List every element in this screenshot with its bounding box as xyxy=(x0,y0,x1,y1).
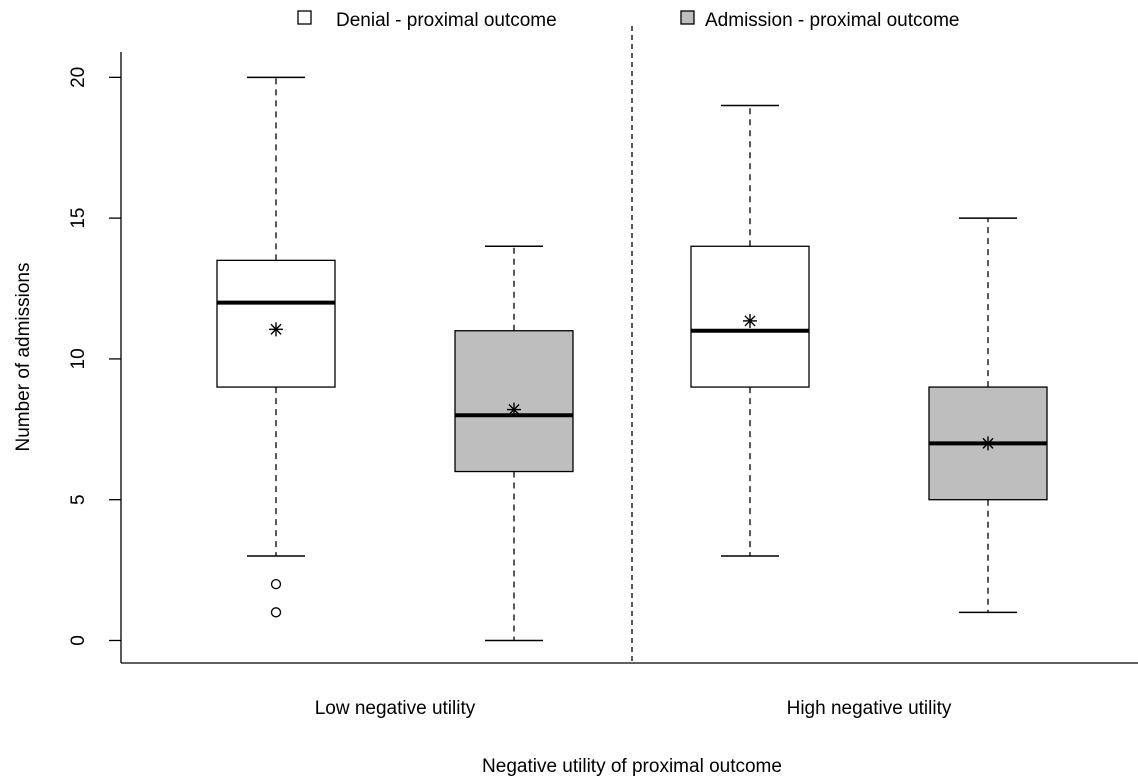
iqr-box xyxy=(454,330,574,473)
outlier-point xyxy=(270,579,282,590)
legend: Denial - proximal outcome Admission - pr… xyxy=(297,10,959,31)
y-ticks: 0 5 10 15 20 xyxy=(68,67,121,646)
legend-swatch-admission xyxy=(680,10,695,25)
box-4 xyxy=(928,217,1048,614)
outlier-point xyxy=(270,607,282,618)
legend-swatch-denial xyxy=(297,10,312,25)
y-tick-label-15: 15 xyxy=(68,208,89,229)
box-2 xyxy=(454,245,574,642)
boxes xyxy=(216,76,1048,642)
y-tick-label-20: 20 xyxy=(68,67,89,88)
y-tick-label-10: 10 xyxy=(68,348,89,369)
mean-marker xyxy=(269,322,283,337)
legend-label-admission: Admission - proximal outcome xyxy=(705,10,959,31)
y-tick-label-0: 0 xyxy=(68,635,89,646)
x-axis-title: Negative utility of proximal outcome xyxy=(482,756,782,777)
box-1 xyxy=(216,76,336,618)
mean-marker xyxy=(743,313,757,328)
group-label-high: High negative utility xyxy=(787,698,952,719)
box-3 xyxy=(690,104,810,557)
mean-marker xyxy=(981,436,995,451)
y-tick-label-5: 5 xyxy=(68,494,89,505)
legend-label-denial: Denial - proximal outcome xyxy=(336,10,557,31)
group-label-low: Low negative utility xyxy=(315,698,476,719)
mean-marker xyxy=(507,402,521,417)
y-axis-title: Number of admissions xyxy=(13,262,34,451)
